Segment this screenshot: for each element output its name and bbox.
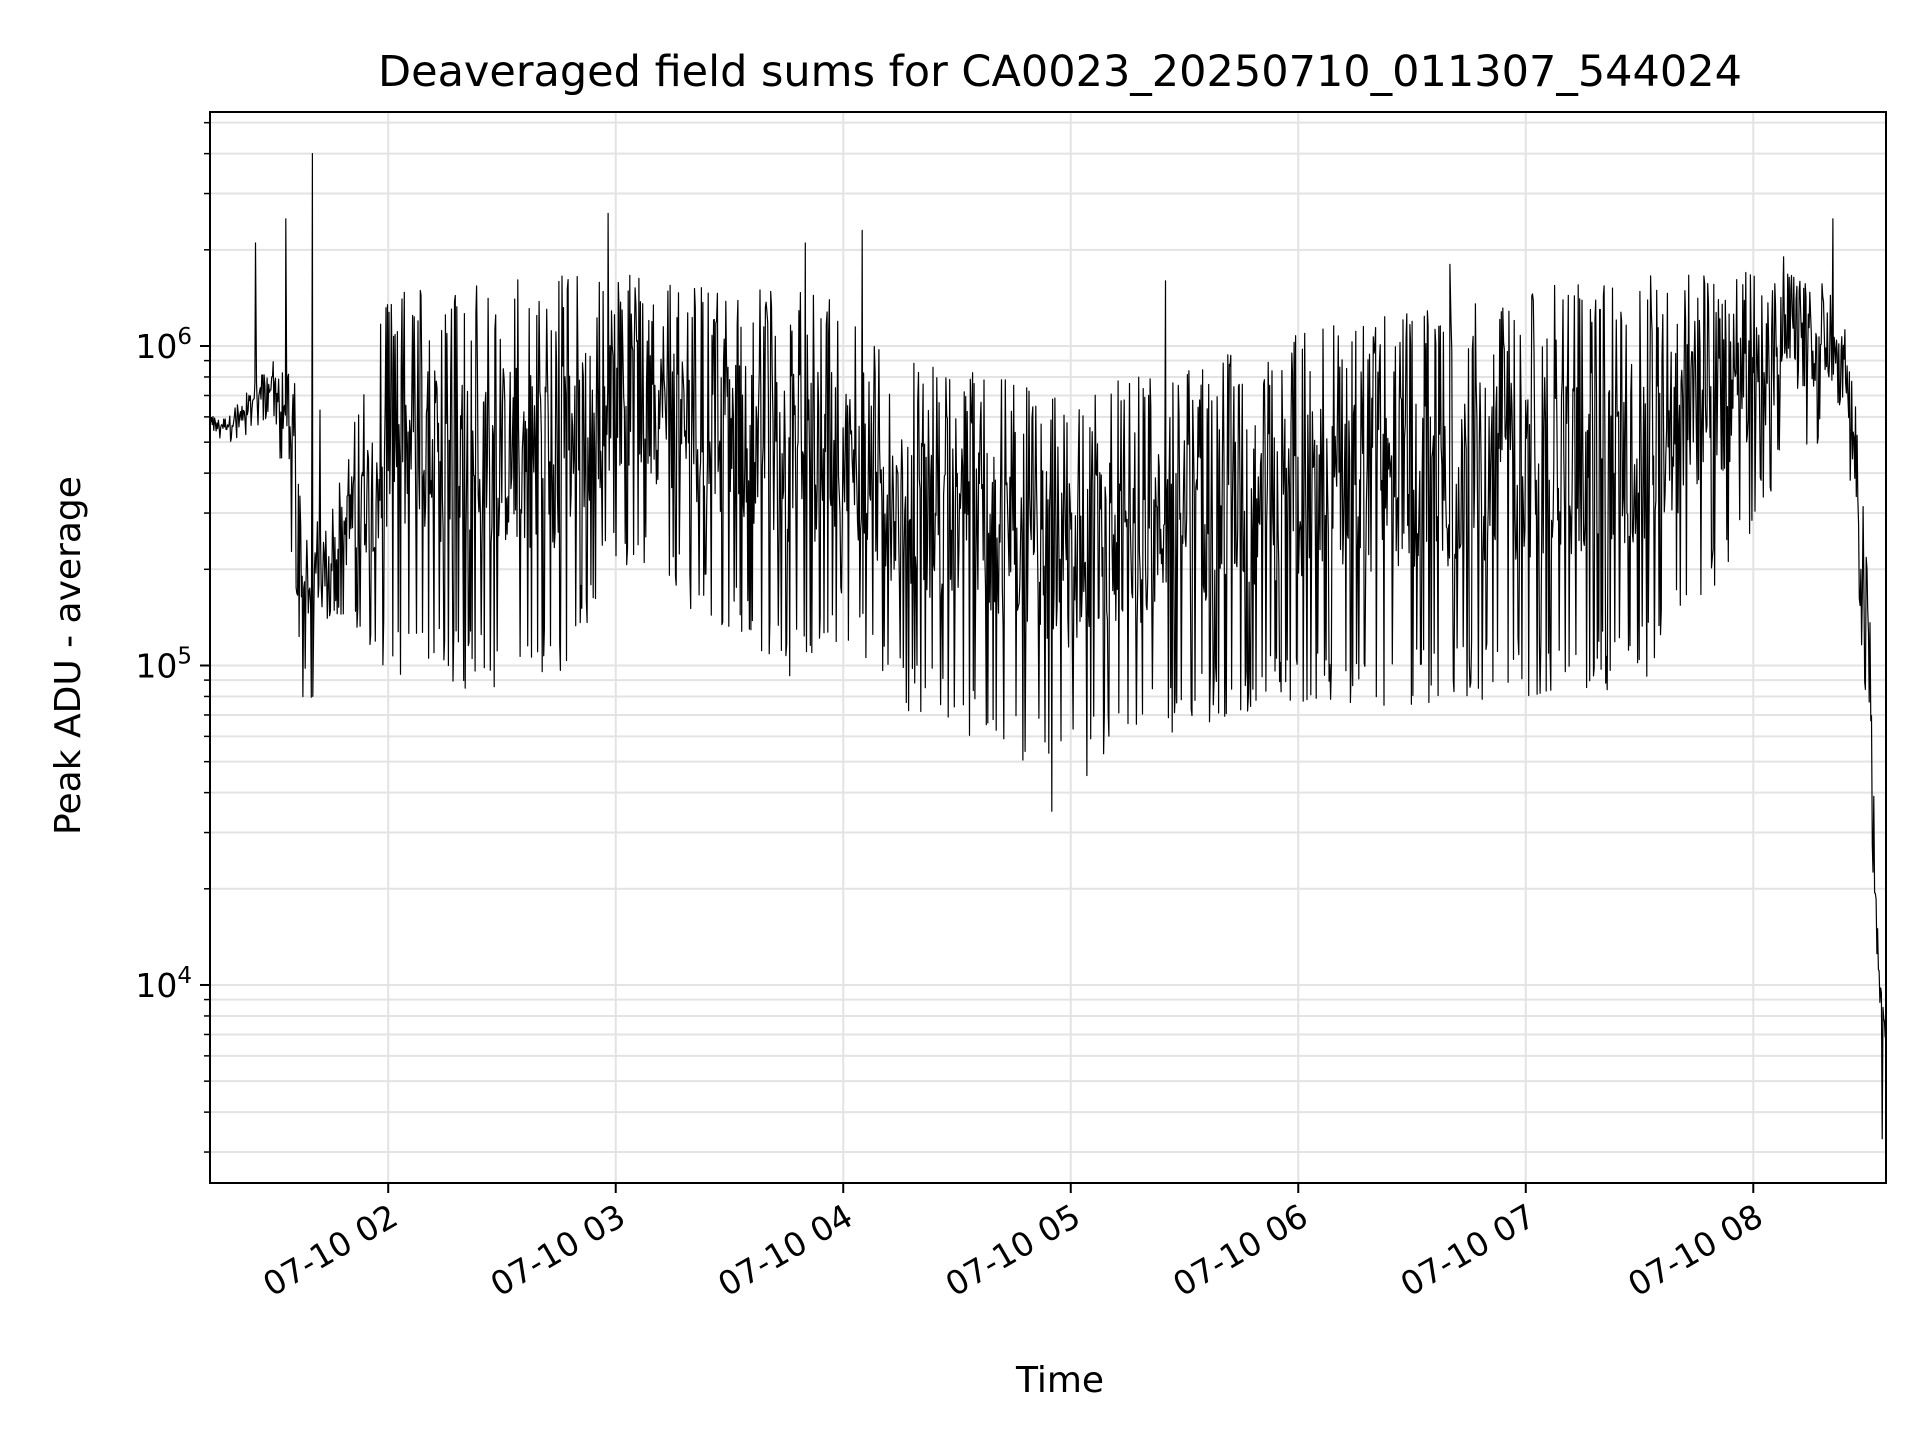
x-axis-label: Time <box>1015 1360 1104 1401</box>
y-tick-label: 106 <box>135 324 192 366</box>
series <box>209 153 1887 1140</box>
y-axis: 104 105 106 <box>135 121 210 1153</box>
y-tick-label: 105 <box>135 643 192 685</box>
chart-title: Deaveraged field sums for CA0023_2025071… <box>378 47 1742 97</box>
plot-frame <box>209 111 1887 1184</box>
series-line <box>209 153 1887 1140</box>
y-axis-label: Peak ADU - average <box>48 476 89 835</box>
y-tick-label: 104 <box>135 963 192 1005</box>
